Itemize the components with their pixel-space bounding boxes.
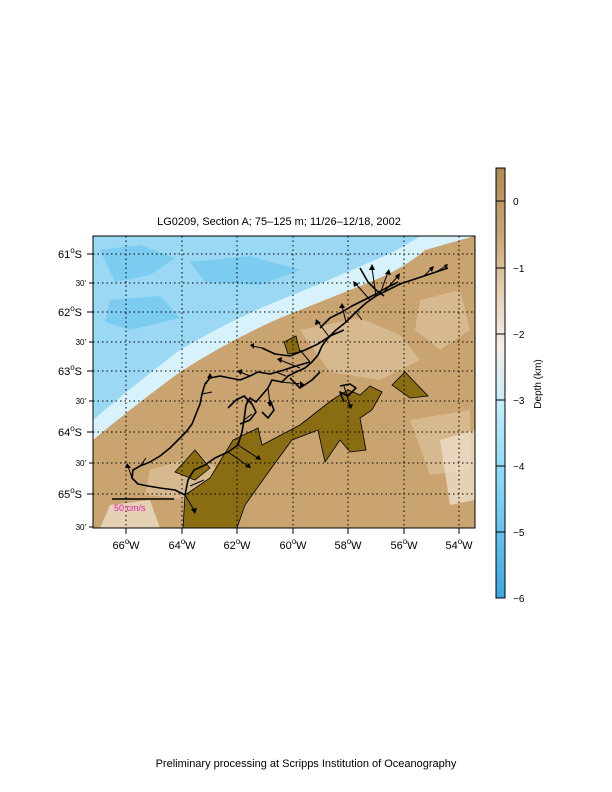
- map-title: LG0209, Section A; 75–125 m; 11/26–12/18…: [157, 216, 401, 228]
- lon-label-1: 64oW: [168, 537, 196, 552]
- lon-label-3: 60oW: [279, 537, 307, 552]
- colorbar-tick-5: −5: [513, 528, 525, 539]
- latitude-labels: 61oS 30' 62oS 30' 63oS 30' 64oS 30' 65oS…: [58, 246, 87, 532]
- longitude-labels: 66oW 64oW 62oW 60oW 58oW 56oW 54oW: [112, 537, 473, 552]
- colorbar-tick-0: 0: [513, 197, 519, 208]
- scale-label: 50 cm/s: [114, 503, 146, 513]
- deep-ocean-patch: [100, 245, 300, 330]
- footer-credit: Preliminary processing at Scripps Instit…: [156, 758, 457, 770]
- lon-label-4: 58oW: [334, 537, 362, 552]
- lat-label-4: 63oS: [58, 363, 82, 378]
- lon-label-0: 66oW: [112, 537, 140, 552]
- graticule: [93, 236, 475, 528]
- lon-label-6: 54oW: [445, 537, 473, 552]
- velocity-vectors: [127, 265, 447, 511]
- lat-label-9: 30': [76, 523, 87, 532]
- lat-label-0: 61oS: [58, 246, 82, 261]
- land-island-west: [174, 449, 211, 481]
- colorbar: 0 −1 −2 −3 −4 −5 −6 Depth (km): [495, 167, 544, 605]
- colorbar-tick-labels: 0 −1 −2 −3 −4 −5 −6: [513, 197, 525, 605]
- colorbar-ticks: [496, 200, 505, 599]
- colorbar-tick-4: −4: [513, 462, 525, 473]
- lat-label-5: 30': [76, 397, 87, 406]
- shelf-pale-patch: [100, 430, 475, 528]
- colorbar-tick-2: −2: [513, 330, 525, 341]
- colorbar-label: Depth (km): [533, 359, 544, 408]
- axis-ticks: [87, 253, 460, 534]
- lat-label-1: 30': [76, 279, 87, 288]
- lat-label-6: 64oS: [58, 424, 82, 439]
- lat-label-3: 30': [76, 338, 87, 347]
- lat-label-8: 65oS: [58, 486, 82, 501]
- lat-label-7: 30': [76, 459, 87, 468]
- map-border: [92, 235, 476, 529]
- lat-label-2: 62oS: [58, 304, 82, 319]
- lon-label-5: 56oW: [390, 537, 418, 552]
- map-area: [93, 236, 475, 528]
- colorbar-tick-3: −3: [513, 396, 525, 407]
- colorbar-tick-1: −1: [513, 264, 525, 275]
- lon-label-2: 62oW: [223, 537, 251, 552]
- colorbar-ramp: [495, 167, 506, 599]
- shelf-patch: [145, 290, 470, 500]
- colorbar-tick-6: −6: [513, 594, 525, 605]
